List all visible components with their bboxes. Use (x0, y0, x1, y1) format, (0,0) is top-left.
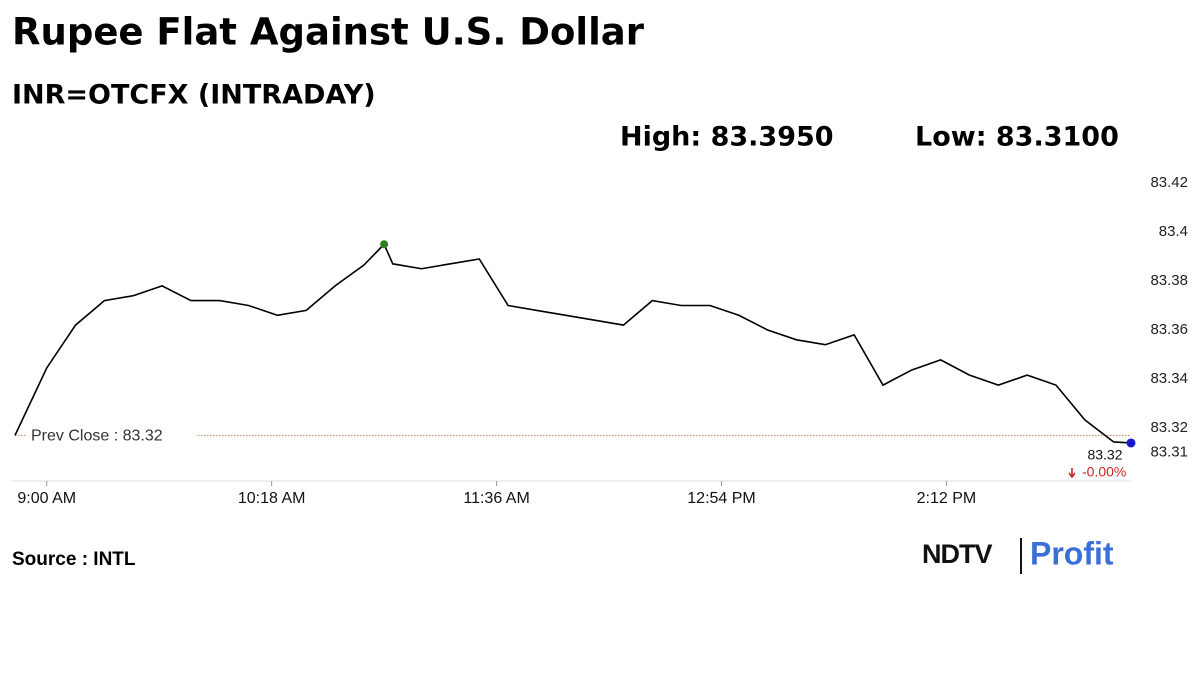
y-tick-label: 83.36 (1150, 321, 1188, 338)
high-label: High: 83.3950 (620, 122, 834, 153)
y-tick-label: 83.42 (1150, 174, 1188, 191)
price-line (14, 242, 1132, 444)
y-tick-label: 83.4 (1159, 223, 1188, 240)
y-tick-label: 83.38 (1150, 272, 1188, 289)
high-marker (380, 240, 389, 249)
down-arrow (1068, 468, 1076, 479)
chart-title: Rupee Flat Against U.S. Dollar (12, 11, 645, 54)
low-label: Low: 83.3100 (915, 122, 1119, 153)
x-tick-label: 11:36 AM (463, 490, 529, 507)
last-value-label: 83.32 (1087, 447, 1122, 463)
x-tick-label: 9:00 AM (17, 490, 76, 507)
source: Source : INTL (12, 549, 136, 570)
chart-subtitle: INR=OTCFX (INTRADAY) (12, 80, 376, 111)
x-tick-label: 10:18 AM (238, 490, 306, 507)
x-tick-label: 2:12 PM (917, 490, 977, 507)
change-label: -0.00% (1082, 464, 1126, 480)
logo-profit: Profit (1030, 535, 1114, 571)
y-tick-label: 83.32 (1150, 419, 1188, 436)
y-tick-label: 83.31 (1150, 443, 1188, 460)
last-marker (1126, 438, 1136, 448)
logo-ndtv: NDTV (922, 539, 992, 569)
prev-close-label: Prev Close : 83.32 (31, 428, 163, 445)
x-tick-label: 12:54 PM (687, 490, 755, 507)
prev-close-bg (26, 424, 196, 445)
y-tick-label: 83.34 (1150, 370, 1188, 387)
